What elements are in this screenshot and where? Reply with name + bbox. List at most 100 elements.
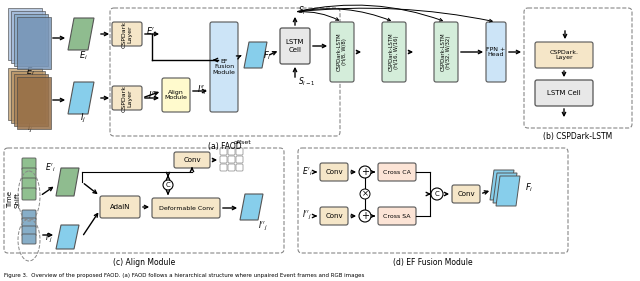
Text: $I''_j$: $I''_j$ [258,220,268,233]
Text: LSTM Cell: LSTM Cell [547,90,581,96]
FancyBboxPatch shape [228,156,235,163]
Text: (a) FAOD: (a) FAOD [208,142,242,151]
FancyBboxPatch shape [100,196,140,218]
FancyBboxPatch shape [236,156,243,163]
FancyBboxPatch shape [220,148,227,155]
Text: $E_i$: $E_i$ [79,50,88,62]
FancyBboxPatch shape [535,42,593,68]
Polygon shape [17,17,51,69]
Text: Conv: Conv [325,213,343,219]
FancyBboxPatch shape [22,210,36,220]
Polygon shape [17,77,51,129]
FancyBboxPatch shape [22,168,36,180]
FancyBboxPatch shape [320,163,348,181]
FancyBboxPatch shape [228,164,235,171]
Polygon shape [490,170,514,200]
Text: Deformable Conv: Deformable Conv [159,205,213,210]
Polygon shape [11,11,45,63]
Polygon shape [244,42,267,68]
Text: (b) CSPDark-LSTM: (b) CSPDark-LSTM [543,132,612,141]
Text: CSPDark
Layer: CSPDark Layer [122,85,132,112]
Text: offset: offset [234,140,252,145]
FancyBboxPatch shape [452,185,480,203]
Text: $I'_j$: $I'_j$ [148,89,156,103]
Text: $I''_j$: $I''_j$ [197,83,207,97]
Text: (d) EF Fusion Module: (d) EF Fusion Module [393,258,473,267]
FancyBboxPatch shape [378,163,416,181]
Text: Conv: Conv [325,169,343,175]
Text: $I''_j$: $I''_j$ [302,209,312,221]
Polygon shape [68,82,94,114]
FancyBboxPatch shape [22,226,36,236]
Text: C: C [435,191,440,197]
FancyBboxPatch shape [162,78,190,112]
Text: +: + [361,211,369,221]
Circle shape [163,180,173,190]
Circle shape [359,210,371,222]
Text: Conv: Conv [457,191,475,197]
Text: +: + [361,167,369,177]
Polygon shape [8,8,42,60]
Circle shape [431,188,443,200]
FancyBboxPatch shape [236,148,243,155]
Circle shape [359,166,371,178]
Polygon shape [14,74,48,126]
FancyBboxPatch shape [220,164,227,171]
Text: LSTM
Cell: LSTM Cell [285,40,304,53]
Text: AdaIN: AdaIN [109,204,131,210]
Polygon shape [11,71,45,123]
FancyBboxPatch shape [22,234,36,244]
Text: $S_i$: $S_i$ [298,5,307,17]
Polygon shape [240,194,263,220]
FancyBboxPatch shape [22,188,36,200]
Text: $E'_i$: $E'_i$ [146,26,158,38]
FancyBboxPatch shape [434,22,458,82]
FancyBboxPatch shape [112,22,142,46]
Polygon shape [493,173,517,203]
Text: ×: × [362,189,369,198]
Text: Align
Module: Align Module [164,90,188,100]
Polygon shape [8,68,42,120]
FancyBboxPatch shape [220,156,227,163]
Text: $S_{i-1}$: $S_{i-1}$ [298,76,316,88]
Text: CSPDark-LSTM
(H/8, W/8): CSPDark-LSTM (H/8, W/8) [337,33,348,71]
FancyBboxPatch shape [320,207,348,225]
Circle shape [360,189,370,199]
FancyBboxPatch shape [280,28,310,64]
Text: CSPDark-LSTM
(H/32, W/32): CSPDark-LSTM (H/32, W/32) [440,33,451,71]
Text: $E'_i$: $E'_i$ [301,166,312,178]
Text: $I_j$: $I_j$ [80,112,86,124]
FancyBboxPatch shape [22,158,36,170]
Text: $I'_j$: $I'_j$ [45,232,53,244]
FancyBboxPatch shape [210,22,238,112]
FancyBboxPatch shape [486,22,506,82]
FancyBboxPatch shape [228,148,235,155]
FancyBboxPatch shape [112,86,142,110]
Polygon shape [68,18,94,50]
FancyBboxPatch shape [152,198,220,218]
Text: FPN +
Head: FPN + Head [486,47,506,57]
FancyBboxPatch shape [330,22,354,82]
Text: CSPDark
Layer: CSPDark Layer [122,21,132,47]
Polygon shape [56,168,79,196]
FancyBboxPatch shape [535,80,593,106]
Text: C: C [166,182,170,188]
FancyBboxPatch shape [378,207,416,225]
FancyBboxPatch shape [236,164,243,171]
FancyBboxPatch shape [174,152,210,168]
Polygon shape [496,176,520,206]
Text: $F_i$: $F_i$ [525,182,533,194]
FancyBboxPatch shape [22,178,36,190]
Text: (c) Align Module: (c) Align Module [113,258,175,267]
Text: EF
Fusion
Module: EF Fusion Module [212,59,236,75]
Text: Figure 3.  Overview of the proposed FAOD. (a) FAOD follows a hierarchical struct: Figure 3. Overview of the proposed FAOD.… [4,273,364,278]
Text: $E'_i$: $E'_i$ [45,162,56,174]
Polygon shape [56,225,79,249]
Text: CSPDark-LSTM
(H/16, W/16): CSPDark-LSTM (H/16, W/16) [388,33,399,71]
Text: CSPDark.
Layer: CSPDark. Layer [550,50,579,60]
Polygon shape [14,14,48,66]
Text: Conv: Conv [183,157,201,163]
Text: Cross SA: Cross SA [383,214,411,219]
Text: Cross CA: Cross CA [383,169,411,175]
FancyBboxPatch shape [22,218,36,228]
